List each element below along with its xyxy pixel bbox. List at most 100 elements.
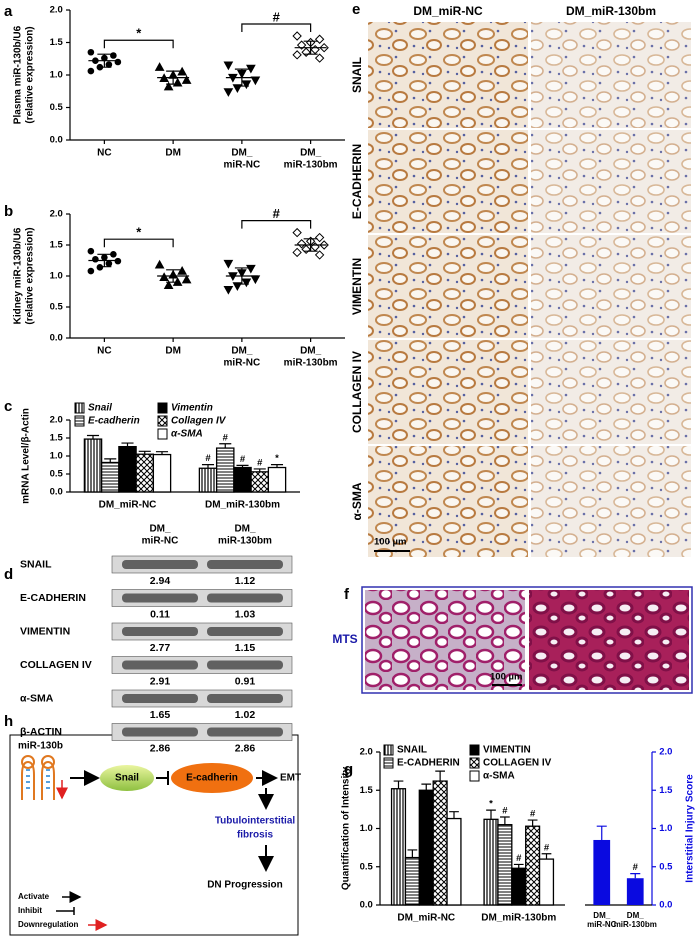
data-point (87, 247, 95, 255)
legend-swatch (157, 402, 168, 414)
panel-label: c (4, 398, 12, 415)
significance-label: * (136, 26, 142, 41)
blot-band (207, 727, 283, 737)
bar (152, 453, 172, 493)
ecadherin-node (171, 763, 253, 793)
significance-label: # (530, 809, 536, 820)
data-point (96, 264, 104, 271)
y-tick-label: 1.5 (360, 785, 374, 796)
y-tick-label: 1.0 (360, 823, 373, 834)
data-point (114, 257, 122, 265)
significance-label: # (257, 457, 263, 468)
node-label: Snail (115, 773, 139, 784)
row-label: β-ACTIN (20, 726, 62, 738)
category-label: DM (165, 346, 181, 357)
significance-label: # (273, 206, 281, 221)
error-bar (393, 780, 404, 789)
blot-band (207, 593, 283, 603)
y-axis-label: (relative expression) (25, 26, 36, 123)
y-tick-label: 2.0 (659, 747, 672, 758)
data-point (181, 75, 192, 84)
error-bar (303, 40, 318, 55)
row-label: α-SMA (20, 692, 54, 704)
legend-swatch (74, 415, 85, 427)
bar (497, 824, 513, 906)
row-label: SNAIL (20, 558, 52, 570)
row-label: COLLAGEN IV (20, 659, 92, 671)
blot-band (207, 560, 283, 569)
data-point (223, 88, 234, 97)
data-point (181, 274, 192, 284)
blot-value: 2.91 (150, 675, 171, 687)
column-header: DM_ (234, 524, 256, 535)
y-tick-label: 2.0 (50, 5, 63, 16)
column-header: DM_miR-NC (413, 4, 483, 18)
data-point (292, 31, 302, 41)
data-point (246, 264, 256, 274)
blot-band (122, 727, 198, 737)
bar (446, 817, 462, 906)
legend-label: α-SMA (171, 429, 203, 440)
legend-label: SNAIL (397, 745, 427, 756)
row-label: COLLAGEN IV (350, 351, 364, 433)
legend-swatch (157, 415, 168, 427)
error-bar (407, 849, 418, 858)
y-tick-label: 2.0 (50, 415, 63, 426)
y-axis-label: Quantification of Intensity (341, 766, 352, 890)
error-bar (435, 770, 445, 782)
y2-axis-label: Interstitial Injury Score (685, 774, 696, 883)
ihc-image (531, 235, 691, 338)
blot-value: 2.86 (235, 742, 256, 754)
blot-value: 1.15 (235, 642, 256, 654)
data-point (241, 80, 252, 90)
bar (418, 789, 434, 906)
data-point (163, 81, 174, 91)
data-point (250, 275, 261, 285)
category-label: miR-NC (587, 920, 617, 929)
error-bar (97, 53, 112, 68)
ihc-image (368, 340, 528, 444)
data-point (223, 61, 234, 71)
row-label: VIMENTIN (20, 625, 70, 637)
data-point (296, 40, 307, 50)
category-label: DM_ (231, 148, 253, 159)
bar (100, 461, 120, 493)
blot-value: 2.77 (150, 642, 171, 654)
data-point (223, 285, 234, 295)
category-label: DM_ (300, 148, 322, 159)
blot-value: 1.02 (235, 709, 256, 721)
error-bar (486, 809, 496, 820)
category-label: NC (97, 148, 111, 159)
ihc-image (531, 340, 691, 444)
node-label: fibrosis (237, 830, 274, 841)
legend-swatch (469, 770, 480, 782)
blot-band (122, 694, 198, 703)
data-point (92, 255, 99, 263)
column-header: DM_ (149, 524, 171, 535)
blot-value: 0.91 (235, 675, 256, 687)
bar (432, 780, 448, 906)
error-bar (121, 442, 134, 447)
error-bar (104, 458, 117, 463)
error-bar (234, 68, 249, 87)
data-point (314, 232, 325, 243)
data-point (114, 58, 122, 66)
data-point (301, 47, 311, 57)
data-point (110, 251, 117, 258)
significance-label: # (223, 432, 229, 443)
error-bar (513, 863, 524, 869)
error-bar (253, 468, 266, 472)
column-header: miR-NC (142, 536, 179, 547)
column-header: DM_miR-130bm (566, 4, 656, 18)
blot-band (207, 694, 283, 703)
bar (404, 856, 420, 906)
category-label: miR-NC (224, 160, 261, 171)
error-bar (138, 450, 151, 455)
y-tick-label: 0.5 (50, 102, 64, 113)
node-label: E-cadherin (186, 773, 238, 784)
category-label: miR-130bm (614, 920, 657, 929)
panel-label: b (4, 203, 13, 220)
significance-label: # (633, 862, 639, 873)
legend-swatch (383, 757, 394, 769)
